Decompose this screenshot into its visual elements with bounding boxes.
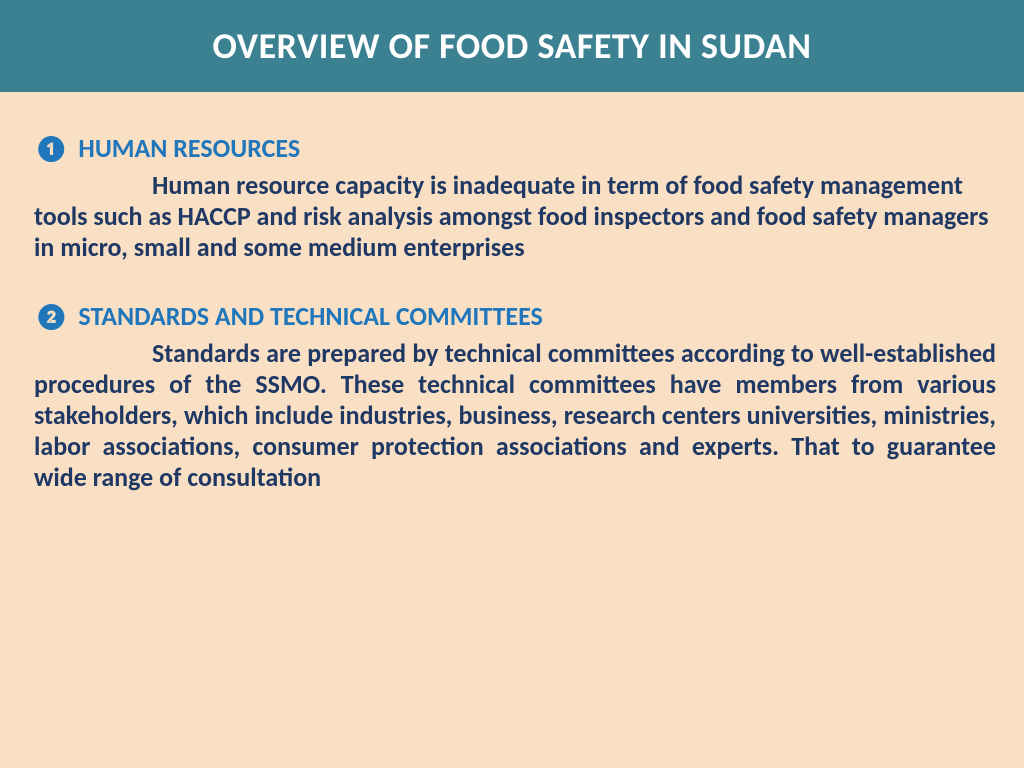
section-body-1: Human resource capacity is inadequate in…	[34, 170, 996, 264]
bullet-icon: ❷	[34, 300, 69, 332]
slide-content: ❶ HUMAN RESOURCES Human resource capacit…	[0, 92, 1024, 494]
section-heading-2: ❷ STANDARDS AND TECHNICAL COMMITTEES	[34, 300, 996, 332]
section-heading-1: ❶ HUMAN RESOURCES	[34, 132, 996, 164]
section-title: HUMAN RESOURCES	[78, 132, 300, 164]
slide-header: OVERVIEW OF FOOD SAFETY IN SUDAN	[0, 0, 1024, 92]
bullet-icon: ❶	[34, 132, 69, 164]
section-body-2: Standards are prepared by technical comm…	[34, 338, 996, 494]
slide-title: OVERVIEW OF FOOD SAFETY IN SUDAN	[213, 24, 812, 68]
section-title: STANDARDS AND TECHNICAL COMMITTEES	[78, 300, 542, 332]
